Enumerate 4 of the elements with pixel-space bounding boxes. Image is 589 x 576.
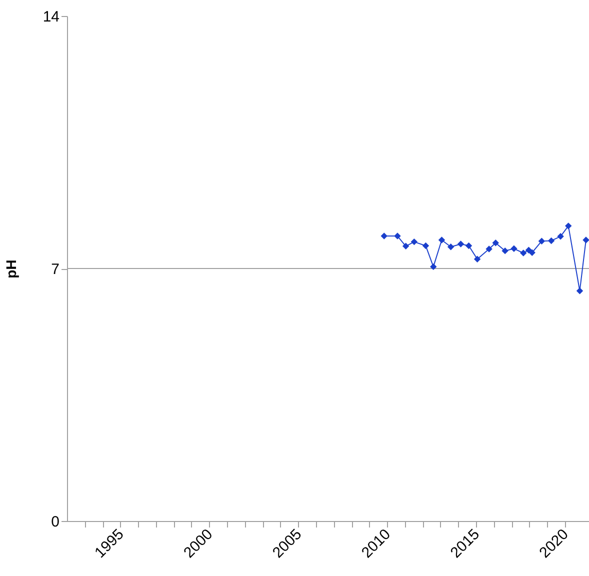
y-tick-label: 14 (42, 8, 60, 26)
y-axis-title: pH (2, 260, 19, 278)
y-tick-label: 7 (51, 261, 60, 278)
y-tick-label: 0 (51, 514, 60, 530)
